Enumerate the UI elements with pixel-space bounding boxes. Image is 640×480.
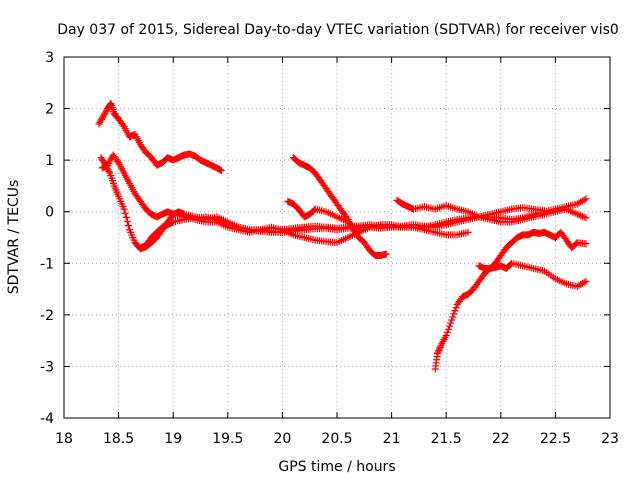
series-sat-b [97, 154, 308, 253]
series-sat-a [95, 99, 225, 174]
grid-lines [64, 57, 610, 418]
x-axis-label: GPS time / hours [278, 459, 395, 475]
x-tick-label: 22 [492, 431, 510, 447]
data-point [452, 304, 460, 312]
data-point [123, 218, 131, 226]
x-tick-label: 22.5 [540, 431, 571, 447]
series-sat-f [284, 197, 363, 234]
x-tick-label: 18.5 [103, 431, 134, 447]
x-tick-label: 21.5 [431, 431, 462, 447]
data-point [433, 350, 441, 358]
data-point [582, 195, 590, 203]
x-tick-label: 20.5 [321, 431, 352, 447]
y-axis-label: SDTVAR / TECUs [6, 180, 22, 295]
data-marks [95, 99, 590, 373]
data-point [122, 213, 130, 221]
y-tick-label: 0 [45, 205, 54, 221]
data-point [120, 205, 128, 213]
x-tick-label: 19 [164, 431, 182, 447]
series-sat-g [278, 221, 472, 247]
data-point [435, 345, 443, 353]
y-tick-label: 3 [45, 50, 54, 66]
data-point [435, 346, 443, 354]
x-tick-label: 19.5 [212, 431, 243, 447]
data-point [121, 209, 129, 217]
data-point [105, 167, 113, 175]
x-tick-label: 21 [383, 431, 401, 447]
x-tick-label: 23 [601, 431, 619, 447]
series-sat-i [431, 228, 590, 373]
data-point [114, 157, 122, 165]
data-point [443, 328, 451, 336]
x-tick-label: 18 [55, 431, 73, 447]
data-point [217, 166, 225, 174]
data-point [445, 322, 453, 330]
y-tick-label: 1 [45, 153, 54, 169]
data-point [464, 228, 472, 236]
series-sat-j [475, 259, 590, 290]
data-point [444, 325, 452, 333]
data-point [434, 348, 442, 356]
y-axis-ticks: -4 -3 -2 -1 0 1 2 3 [40, 50, 610, 427]
y-tick-label: -1 [40, 256, 54, 272]
chart-title: Day 037 of 2015, Sidereal Day-to-day VTE… [57, 22, 619, 38]
data-point [451, 307, 459, 315]
data-point [382, 250, 390, 258]
data-point [582, 240, 590, 248]
series-sat-h [393, 196, 590, 226]
y-tick-label: -4 [40, 411, 54, 427]
data-point [442, 331, 450, 339]
data-point [582, 214, 590, 222]
x-axis-ticks: 18 18.5 19 19.5 20 20.5 21 21.5 22 22.5 23 [55, 57, 619, 447]
data-point [582, 277, 590, 285]
data-point [447, 319, 455, 327]
y-tick-label: -3 [40, 359, 54, 375]
y-tick-label: -2 [40, 308, 54, 324]
data-point [436, 343, 444, 351]
data-point [119, 121, 127, 129]
data-point [124, 222, 132, 230]
y-tick-label: 2 [45, 102, 54, 118]
data-point [448, 316, 456, 324]
data-point [449, 313, 457, 321]
data-point [450, 310, 458, 318]
x-tick-label: 20 [273, 431, 291, 447]
